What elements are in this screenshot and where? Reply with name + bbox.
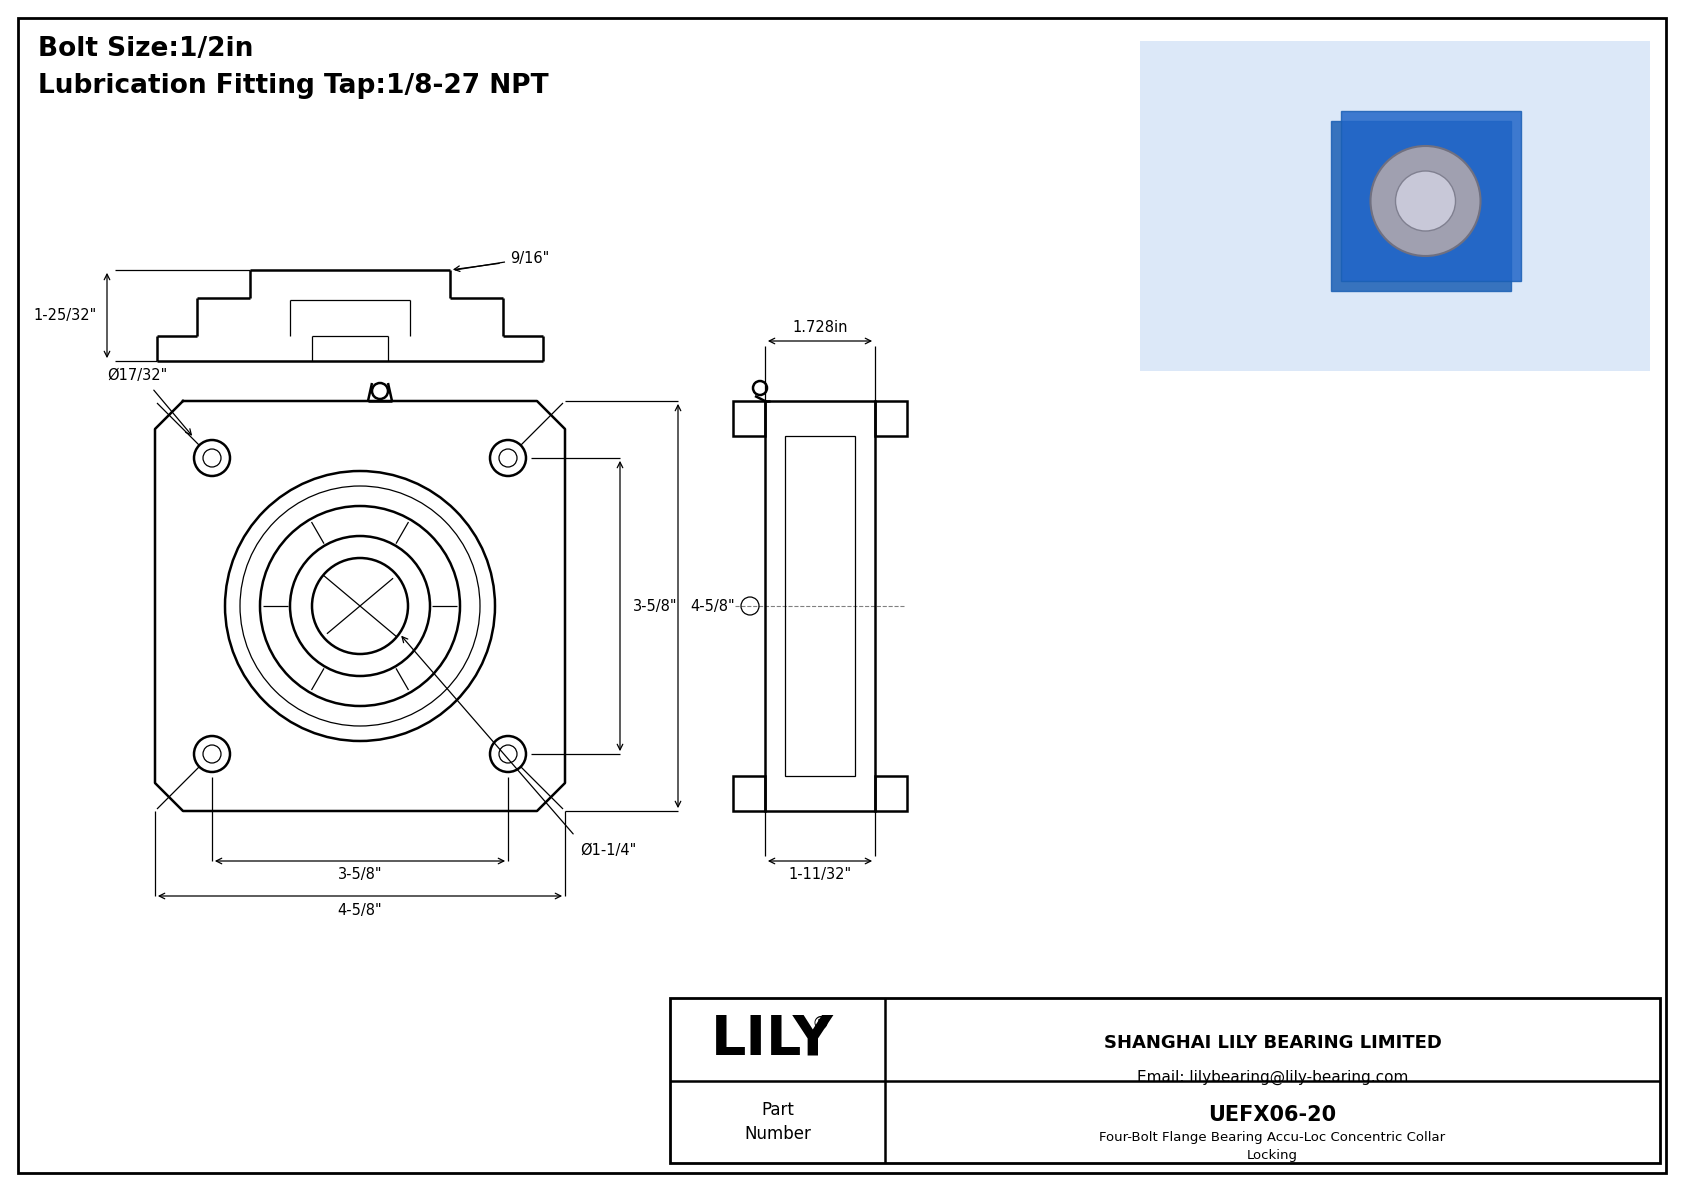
Text: 4-5/8": 4-5/8": [338, 903, 382, 917]
Text: Ø17/32": Ø17/32": [106, 368, 167, 384]
Text: 1-11/32": 1-11/32": [788, 867, 852, 883]
Text: 4-5/8": 4-5/8": [690, 599, 736, 613]
Text: SHANGHAI LILY BEARING LIMITED: SHANGHAI LILY BEARING LIMITED: [1103, 1034, 1442, 1052]
Text: 1-25/32": 1-25/32": [34, 308, 96, 323]
Bar: [1340, 111, 1521, 281]
Text: 3-5/8": 3-5/8": [633, 599, 677, 613]
Bar: [733, 401, 765, 436]
Text: Part
Number: Part Number: [744, 1100, 812, 1142]
Text: 9/16": 9/16": [510, 250, 549, 266]
Bar: [785, 436, 855, 777]
Bar: [876, 777, 908, 811]
Text: 3-5/8": 3-5/8": [338, 867, 382, 883]
Bar: [765, 401, 876, 811]
Bar: [733, 777, 765, 811]
Circle shape: [1396, 172, 1455, 231]
Text: Four-Bolt Flange Bearing Accu-Loc Concentric Collar
Locking: Four-Bolt Flange Bearing Accu-Loc Concen…: [1100, 1131, 1445, 1162]
Text: Bolt Size:1/2in: Bolt Size:1/2in: [39, 36, 253, 62]
Text: LILY: LILY: [711, 1012, 834, 1066]
Text: Lubrication Fitting Tap:1/8-27 NPT: Lubrication Fitting Tap:1/8-27 NPT: [39, 73, 549, 99]
Text: 1.728in: 1.728in: [791, 319, 847, 335]
Circle shape: [1371, 146, 1480, 256]
Text: UEFX06-20: UEFX06-20: [1209, 1105, 1337, 1125]
Bar: [1330, 121, 1511, 291]
Bar: [1140, 40, 1650, 372]
Text: Email: lilybearing@lily-bearing.com: Email: lilybearing@lily-bearing.com: [1137, 1070, 1408, 1085]
Text: Ø1-1/4": Ø1-1/4": [579, 843, 637, 858]
Bar: [670, 998, 1660, 1162]
Bar: [876, 401, 908, 436]
Text: ®: ®: [812, 1015, 830, 1033]
